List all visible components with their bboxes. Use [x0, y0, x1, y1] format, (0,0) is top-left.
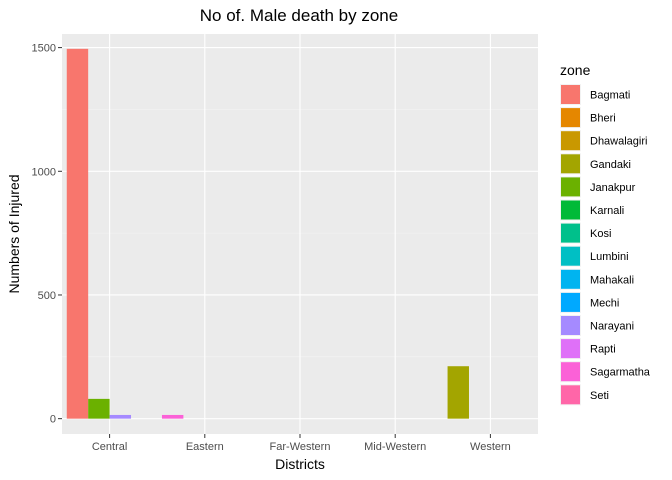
legend-label: Narayani [590, 321, 634, 333]
legend-swatch [561, 316, 580, 335]
legend-label: Kosi [590, 228, 611, 240]
legend-item-janakpur: Janakpur [560, 176, 636, 198]
bar-bagmati-central [66, 48, 89, 419]
legend-item-bagmati: Bagmati [560, 84, 630, 105]
bar-sagarmatha-eastern [161, 414, 184, 419]
legend-items: Bagmati Bheri Dhawalagiri Gandaki Janakpur Ka… [560, 84, 651, 406]
legend-swatch [561, 200, 580, 220]
legend-swatch [561, 154, 580, 174]
legend-label: Rapti [590, 344, 616, 356]
legend-swatch [561, 385, 580, 405]
legend-item-rapti: Rapti [560, 338, 616, 360]
y-tick-label: 1500 [32, 43, 56, 55]
bars [66, 48, 469, 419]
plot-panel [62, 34, 538, 434]
legend-swatch [561, 223, 580, 243]
legend-swatch [561, 246, 580, 266]
legend-item-mechi: Mechi [560, 291, 619, 313]
legend-label: Lumbini [590, 251, 629, 263]
legend-item-narayani: Narayani [560, 315, 634, 336]
legend-label: Dhawalagiri [590, 136, 647, 148]
legend-swatch [561, 292, 580, 312]
bar-janakpur-central [88, 398, 110, 419]
legend-label: Mechi [590, 297, 619, 309]
legend: zone Bagmati Bheri Dhawalagiri Gandaki Janak… [560, 62, 651, 406]
x-tick-label: Mid-Western [364, 441, 426, 453]
x-axis: Central Eastern Far-Western Mid-Western West… [92, 434, 511, 453]
legend-swatch [561, 108, 580, 128]
legend-item-mahakali: Mahakali [560, 268, 634, 290]
bar-gandaki-western [447, 366, 469, 419]
gridlines [62, 34, 538, 434]
legend-label: Mahakali [590, 274, 634, 286]
x-tick-label: Central [92, 441, 127, 453]
legend-item-kosi: Kosi [560, 222, 611, 244]
legend-item-dhawalagiri: Dhawalagiri [560, 130, 647, 152]
legend-swatch [561, 85, 580, 104]
legend-item-seti: Seti [560, 384, 609, 406]
legend-item-karnali: Karnali [560, 199, 624, 221]
y-axis: 0 500 1000 1500 [32, 43, 62, 426]
legend-label: Karnali [590, 205, 624, 217]
y-tick-label: 0 [50, 414, 56, 426]
legend-item-bheri: Bheri [560, 107, 616, 129]
legend-swatch [561, 131, 580, 151]
legend-label: Gandaki [590, 159, 631, 171]
bar-narayani-central [109, 414, 132, 419]
x-tick-label: Western [470, 441, 511, 453]
legend-title: zone [560, 62, 591, 78]
legend-swatch [561, 269, 580, 289]
legend-label: Seti [590, 390, 609, 402]
x-tick-label: Far-Western [270, 441, 331, 453]
chart-title: No of. Male death by zone [200, 6, 398, 25]
legend-swatch [561, 339, 580, 359]
legend-item-gandaki: Gandaki [560, 153, 631, 175]
legend-item-sagarmatha: Sagarmatha [560, 361, 651, 383]
x-tick-label: Eastern [186, 441, 224, 453]
legend-swatch [561, 362, 580, 382]
legend-label: Bheri [590, 113, 616, 125]
x-axis-title: Districts [275, 456, 325, 472]
y-tick-label: 500 [38, 290, 56, 302]
legend-item-lumbini: Lumbini [560, 245, 629, 267]
y-axis-title: Numbers of Injured [6, 174, 22, 293]
legend-label: Sagarmatha [590, 367, 651, 379]
legend-label: Janakpur [590, 182, 636, 194]
y-tick-label: 1000 [32, 166, 56, 178]
legend-label: Bagmati [590, 90, 630, 102]
legend-swatch [561, 177, 580, 197]
